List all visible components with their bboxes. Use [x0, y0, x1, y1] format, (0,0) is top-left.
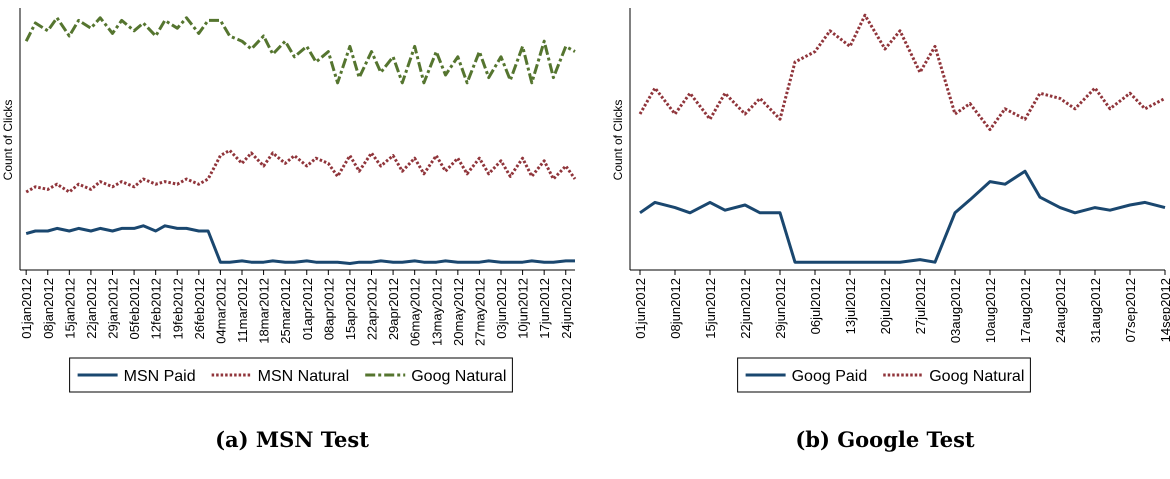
x-tick-label: 15jun2012	[703, 278, 718, 339]
x-tick-label: 05feb2012	[127, 278, 142, 339]
x-tick-label: 10jun2012	[516, 278, 531, 339]
x-tick-label: 08jan2012	[41, 278, 56, 339]
series-line	[639, 169, 1166, 264]
x-tick-label: 22apr2012	[365, 278, 380, 340]
chart: Count of Clicks 01jun2012 08jun2012 15jun20…	[611, 8, 1170, 452]
x-tick-label: 11mar2012	[235, 278, 250, 343]
caption: (b) Google Test	[795, 427, 975, 452]
x-tick-label: 29jan2012	[106, 278, 121, 339]
x-tick-label: 08apr2012	[321, 278, 336, 340]
legend-label: MSN Paid	[124, 368, 196, 385]
x-tick-label: 26feb2012	[192, 278, 207, 339]
x-tick-label: 18mar2012	[257, 278, 272, 344]
x-tick-label: 17aug2012	[1018, 278, 1033, 343]
x-tick-label: 04mar2012	[213, 278, 228, 344]
x-tick-label: 24aug2012	[1053, 278, 1068, 343]
x-tick-label: 27may2012	[472, 278, 487, 346]
x-tick-label: 22jan2012	[84, 278, 99, 339]
series-line	[25, 224, 575, 265]
y-axis-label: Count of Clicks	[1, 100, 15, 181]
x-tick-label: 01apr2012	[300, 278, 315, 340]
x-tick-label: 13jul2012	[843, 278, 858, 334]
legend-label: Goog Paid	[792, 368, 868, 385]
legend-label: MSN Natural	[258, 368, 350, 385]
x-tick-label: 12feb2012	[149, 278, 164, 339]
x-tick-label: 07sep2012	[1123, 278, 1138, 342]
x-tick-label: 29apr2012	[386, 278, 401, 340]
x-tick-label: 20may2012	[451, 278, 466, 346]
legend-label: Goog Natural	[929, 368, 1024, 385]
x-tick-label: 19feb2012	[170, 278, 185, 339]
legend-label: Goog Natural	[411, 368, 506, 385]
legend: Goog Paid Goog Natural	[745, 368, 1024, 385]
y-axis-label: Count of Clicks	[611, 100, 625, 181]
caption: (a) MSN Test	[215, 427, 369, 452]
legend-box	[737, 357, 1031, 393]
x-tick-label: 03aug2012	[948, 278, 963, 343]
x-tick-label: 20jul2012	[878, 278, 893, 334]
x-tick-label: 08jun2012	[668, 278, 683, 339]
x-tick-label: 24jun2012	[559, 278, 574, 339]
x-tick-label: 14sep2012	[1158, 278, 1170, 342]
x-tick-label: 01jan2012	[19, 278, 34, 339]
x-tick-label: 15jan2012	[62, 278, 77, 339]
x-tick-label: 03jun2012	[494, 278, 509, 339]
x-tick-label: 01jun2012	[633, 278, 648, 339]
x-tick-label: 06jul2012	[808, 278, 823, 334]
x-tick-label: 15apr2012	[343, 278, 358, 340]
x-tick-label: 31aug2012	[1088, 278, 1103, 343]
x-tick-label: 17jun2012	[537, 278, 552, 339]
x-tick-label: 10aug2012	[983, 278, 998, 343]
legend: MSN Paid MSN Natural Goog Natural	[77, 368, 506, 385]
x-tick-label: 13may2012	[429, 278, 444, 346]
legend-box	[69, 357, 513, 393]
series-line	[25, 148, 577, 194]
series-line	[24, 16, 576, 85]
x-tick-label: 27jul2012	[913, 278, 928, 334]
x-tick-label: 06may2012	[408, 278, 423, 346]
x-tick-label: 25mar2012	[278, 278, 293, 344]
series-line	[638, 13, 1166, 132]
x-tick-label: 22jun2012	[738, 278, 753, 339]
chart: Count of Clicks 01jan2012 08jan2012 15jan20…	[1, 8, 577, 452]
x-tick-label: 29jun2012	[773, 278, 788, 339]
